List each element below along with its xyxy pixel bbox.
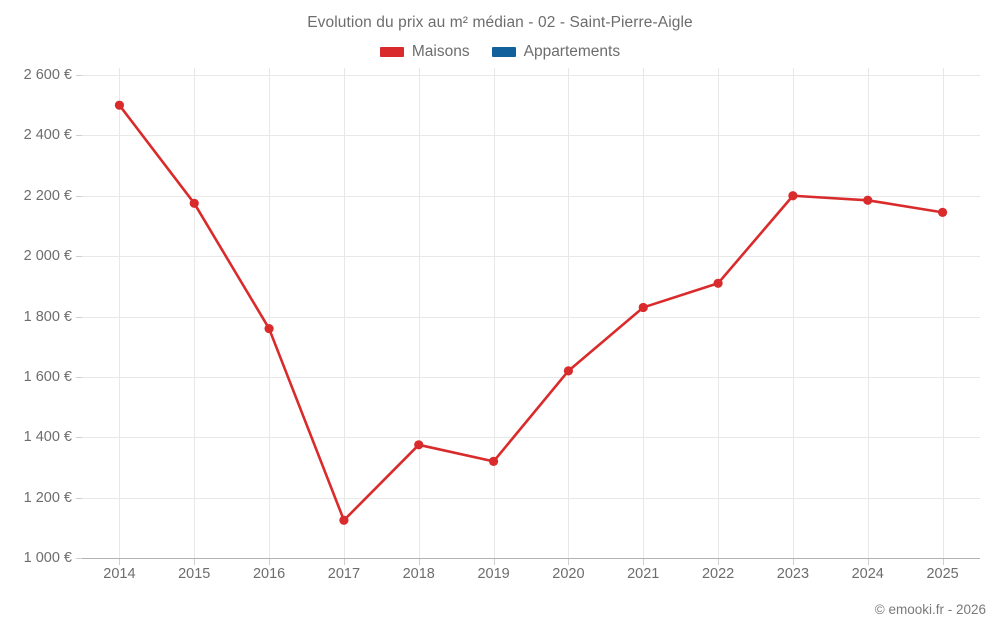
y-tick-label: 2 600 € <box>23 67 72 83</box>
footer-credit: © emooki.fr - 2026 <box>874 602 986 617</box>
legend-label: Maisons <box>411 43 470 60</box>
y-tick-mark <box>76 316 82 318</box>
gridline-horizontal <box>82 376 980 378</box>
gridline-vertical <box>718 68 720 558</box>
y-tick-mark <box>76 497 82 499</box>
x-tick-label: 2017 <box>327 566 361 582</box>
data-point-marker[interactable] <box>339 515 349 525</box>
x-tick-label: 2014 <box>103 566 136 582</box>
series-line-maisons <box>118 103 944 522</box>
data-point-marker[interactable] <box>788 191 798 201</box>
legend-item-appartements[interactable]: Appartements <box>491 43 621 60</box>
x-tick-label: 2023 <box>776 566 810 582</box>
y-tick-mark <box>76 75 82 76</box>
x-tick-label: 2016 <box>252 566 286 582</box>
x-tick-mark <box>493 559 495 565</box>
gridline-vertical <box>867 68 869 558</box>
x-tick-label: 2019 <box>477 566 510 582</box>
x-tick-label: 2018 <box>402 566 435 582</box>
gridline-vertical <box>942 68 944 558</box>
x-tick-label: 2020 <box>552 566 585 582</box>
y-tick-mark <box>76 558 82 559</box>
gridline-vertical <box>269 68 271 558</box>
gridline-horizontal <box>82 195 980 197</box>
gridline-horizontal <box>82 135 980 137</box>
gridline-vertical <box>792 68 794 558</box>
gridline-vertical <box>343 68 345 558</box>
legend-swatch-icon <box>379 46 404 57</box>
y-tick-label: 1 000 € <box>23 550 72 566</box>
gridline-vertical <box>418 68 420 558</box>
x-tick-label: 2024 <box>851 566 884 582</box>
data-point-marker[interactable] <box>114 100 125 110</box>
x-tick-mark <box>194 559 196 565</box>
y-tick-label: 1 400 € <box>23 429 72 446</box>
y-tick-mark <box>76 135 82 137</box>
y-tick-mark <box>76 376 82 378</box>
x-tick-mark <box>718 559 720 565</box>
gridline-vertical <box>194 68 196 558</box>
data-point-marker[interactable] <box>563 366 574 376</box>
x-tick-label: 2025 <box>926 566 959 582</box>
chart-legend: Maisons Appartements <box>0 44 1000 60</box>
gridline-horizontal <box>82 256 980 258</box>
data-point-marker[interactable] <box>863 195 873 205</box>
y-tick-mark <box>76 437 82 439</box>
y-tick-mark <box>76 256 82 258</box>
y-tick-mark <box>76 195 82 197</box>
x-tick-label: 2015 <box>178 566 211 582</box>
data-point-marker[interactable] <box>189 198 199 208</box>
legend-swatch-icon <box>491 46 516 57</box>
y-tick-label: 2 000 € <box>23 248 72 265</box>
x-tick-mark <box>643 559 645 565</box>
legend-item-maisons[interactable]: Maisons <box>379 43 470 60</box>
gridline-horizontal <box>82 497 980 499</box>
chart-title: Evolution du prix au m² médian - 02 - Sa… <box>307 14 693 31</box>
gridline-vertical <box>643 68 645 558</box>
x-tick-label: 2022 <box>701 566 735 582</box>
data-point-marker[interactable] <box>414 440 424 450</box>
plot-area <box>82 68 980 558</box>
data-point-marker[interactable] <box>488 456 499 466</box>
x-tick-mark <box>792 559 794 565</box>
y-tick-label: 2 400 € <box>23 127 72 144</box>
x-tick-mark <box>269 559 271 565</box>
gridline-horizontal <box>82 437 980 439</box>
x-axis-line <box>82 558 980 559</box>
data-point-marker[interactable] <box>638 302 648 313</box>
gridline-horizontal <box>82 316 980 318</box>
x-tick-mark <box>418 559 420 565</box>
legend-label: Appartements <box>523 43 621 60</box>
data-point-marker[interactable] <box>713 278 723 288</box>
x-tick-mark <box>343 559 345 565</box>
x-tick-label: 2021 <box>627 566 660 582</box>
x-tick-mark <box>119 559 121 565</box>
y-tick-label: 2 200 € <box>23 187 72 204</box>
y-tick-label: 1 800 € <box>23 308 72 325</box>
x-tick-mark <box>867 559 869 565</box>
x-tick-mark <box>568 559 570 565</box>
gridline-vertical <box>119 68 121 558</box>
data-point-marker[interactable] <box>264 323 274 334</box>
x-tick-mark <box>942 559 944 565</box>
gridline-horizontal <box>82 75 980 76</box>
y-tick-label: 1 600 € <box>23 368 72 385</box>
y-tick-label: 1 200 € <box>23 489 72 506</box>
gridline-vertical <box>493 68 495 558</box>
data-point-marker[interactable] <box>937 207 948 217</box>
gridline-vertical <box>568 68 570 558</box>
